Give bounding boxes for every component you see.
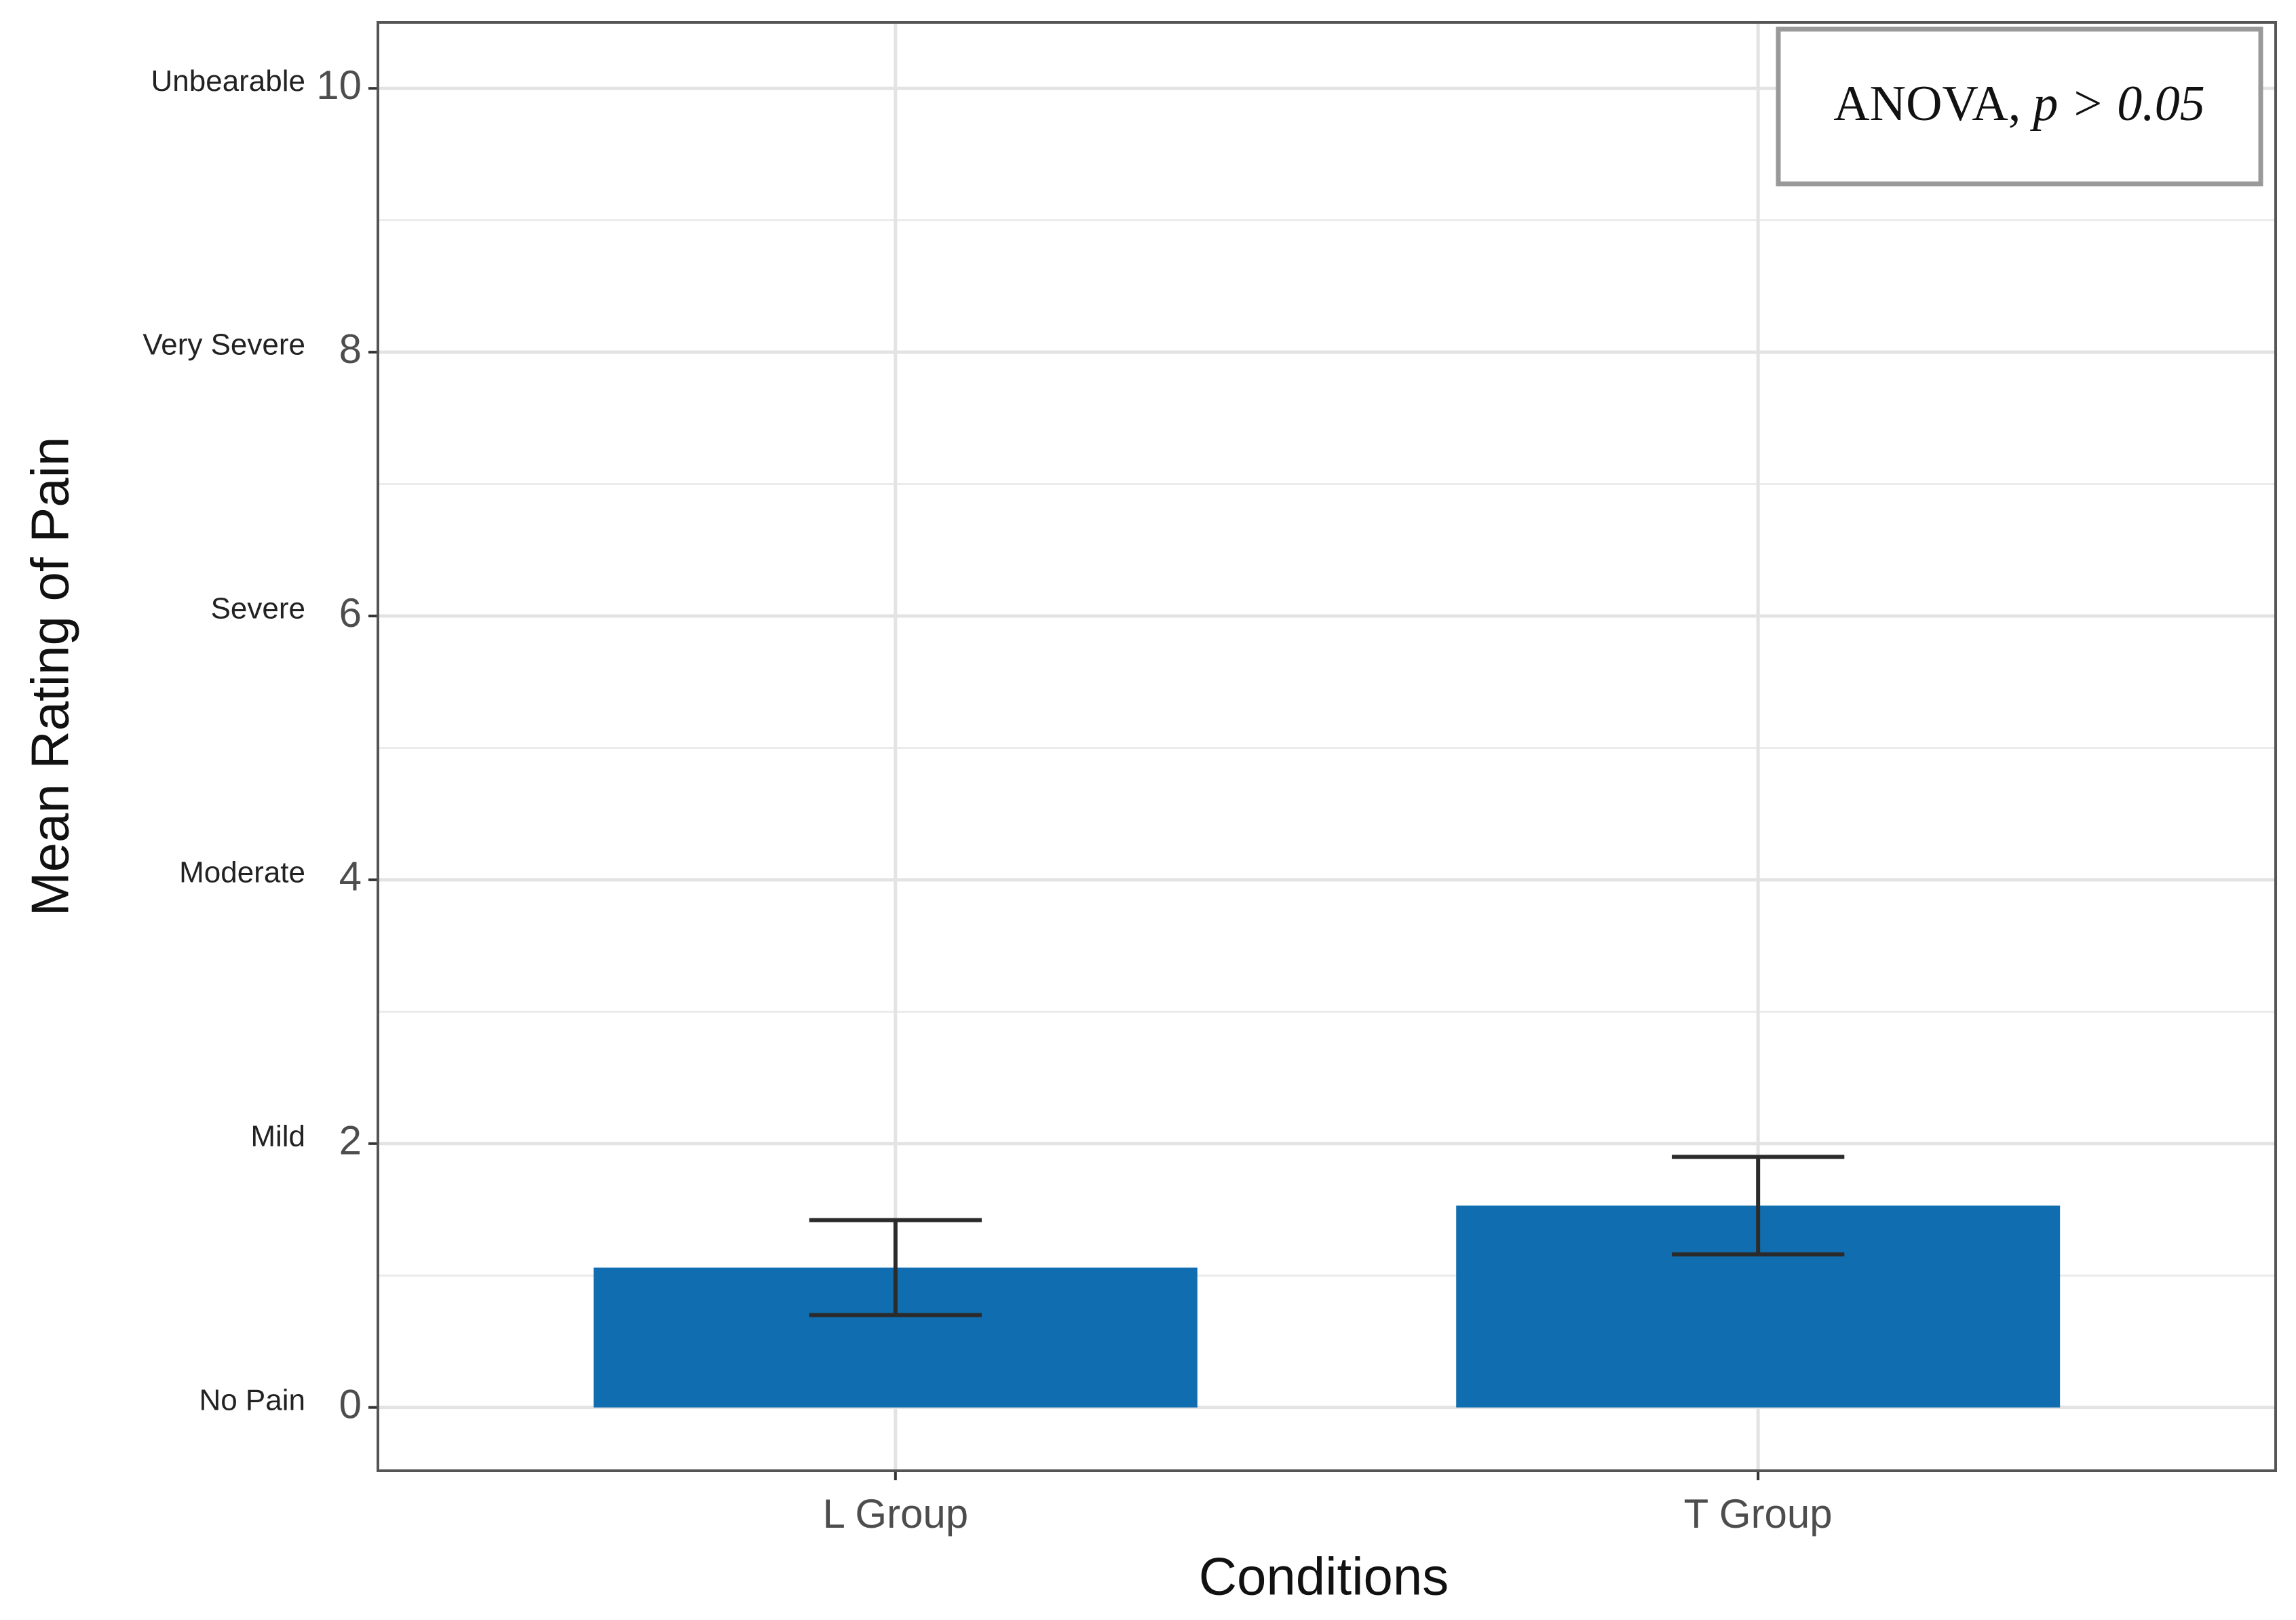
- y-tick-descriptor: Severe: [211, 592, 305, 625]
- y-tick-descriptor: Mild: [250, 1119, 305, 1153]
- x-tick-label: T Group: [1684, 1491, 1833, 1537]
- plot-border: [377, 21, 2277, 1472]
- y-tick-descriptor: Very Severe: [142, 328, 305, 362]
- y-tick-label: 0: [339, 1382, 362, 1427]
- annotation-box: [1776, 26, 2263, 187]
- y-tick-label: 4: [339, 854, 362, 900]
- y-tick-descriptor: Moderate: [179, 856, 305, 889]
- annotation: ANOVA, p > 0.05: [1833, 76, 2205, 132]
- x-axis-title: Conditions: [1199, 1547, 1449, 1606]
- y-tick-label: 2: [339, 1118, 362, 1163]
- annotation-p-value: p > 0.05: [2029, 76, 2204, 132]
- y-tick-descriptor: Unbearable: [151, 64, 306, 98]
- y-tick-descriptor: No Pain: [199, 1383, 305, 1416]
- y-axis-title: Mean Rating of Pain: [20, 437, 80, 917]
- y-tick-label: 6: [339, 590, 362, 636]
- y-tick-label: 10: [316, 62, 362, 108]
- error-bar: [809, 1218, 982, 1317]
- error-bar: [1672, 1155, 1845, 1257]
- annotation-text: ANOVA,: [1833, 76, 2021, 132]
- x-tick-label: L Group: [823, 1491, 969, 1537]
- y-tick-label: 8: [339, 326, 362, 372]
